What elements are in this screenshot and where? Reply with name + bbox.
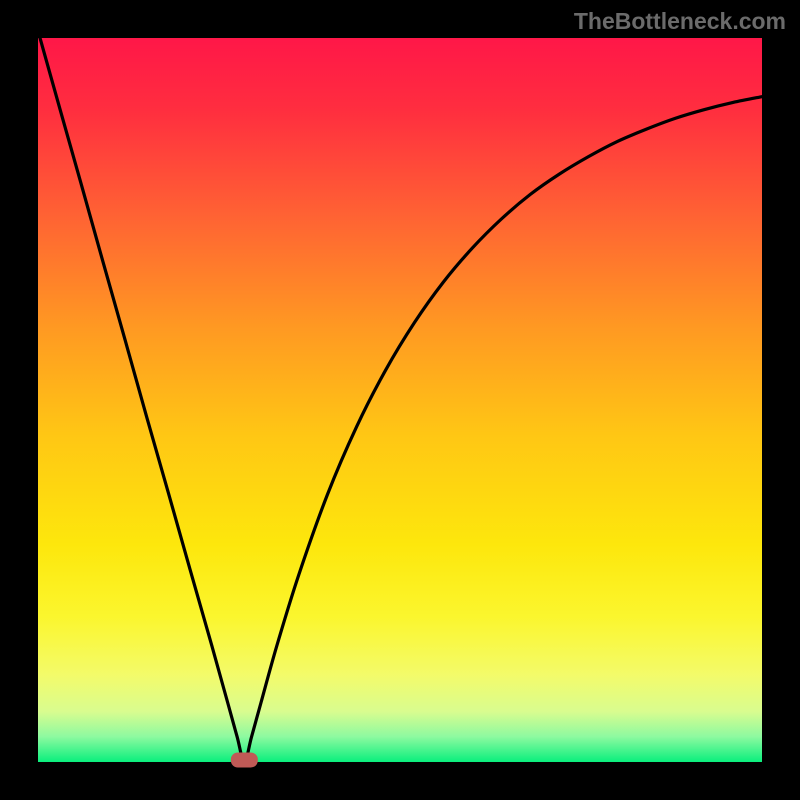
optimum-marker [231,753,258,768]
plot-background [38,38,762,762]
bottleneck-curve-plot [0,0,800,800]
watermark-text: TheBottleneck.com [574,8,786,35]
chart-container: TheBottleneck.com [0,0,800,800]
